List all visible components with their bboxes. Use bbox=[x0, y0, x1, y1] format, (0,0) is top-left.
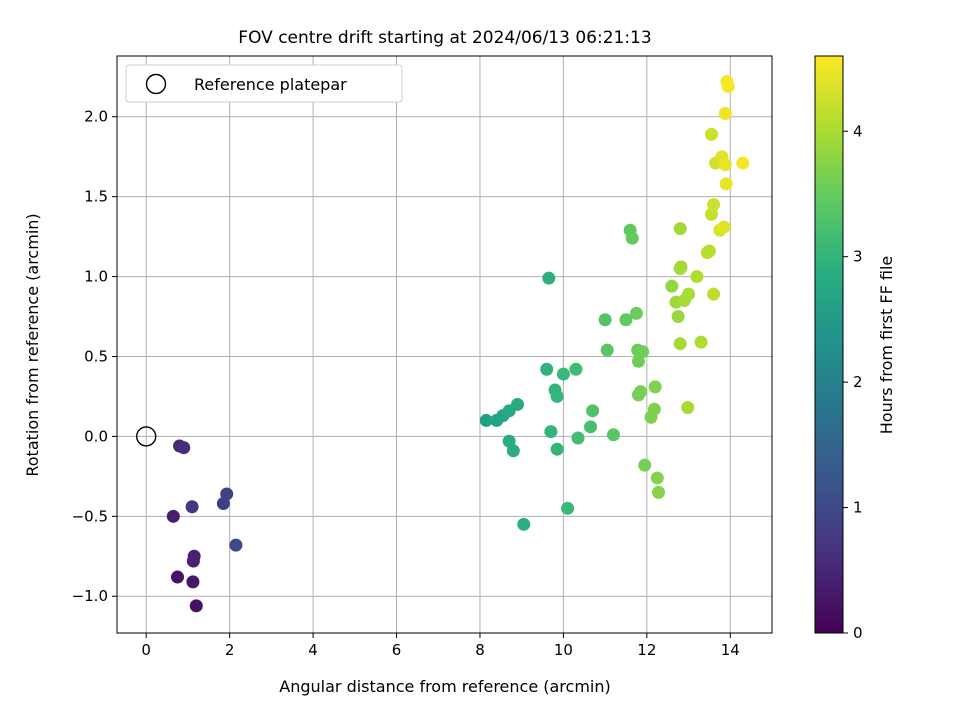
legend-reference-label: Reference platepar bbox=[194, 75, 347, 94]
scatter-point bbox=[673, 337, 687, 351]
scatter-point bbox=[544, 425, 558, 439]
scatter-point bbox=[479, 413, 493, 427]
colorbar-tick-label: 1 bbox=[853, 499, 863, 517]
scatter-point bbox=[220, 487, 234, 501]
x-axis-ticks: 0 2 4 6 8 10 12 14 bbox=[141, 633, 740, 659]
scatter-point bbox=[550, 442, 564, 456]
scatter-point bbox=[721, 79, 735, 93]
y-tick-label: 0.0 bbox=[84, 427, 108, 445]
y-tick-label: 1.5 bbox=[84, 188, 108, 206]
scatter-point bbox=[186, 575, 200, 589]
colorbar-ticks: 0 1 2 3 4 bbox=[843, 122, 863, 642]
plot-area: 0 2 4 6 8 10 12 14 −1.0 −0.5 0.0 0.5 1.0 1.5 2.0 bbox=[72, 55, 773, 659]
scatter-point bbox=[556, 367, 570, 381]
scatter-point bbox=[652, 485, 666, 499]
legend-reference-icon bbox=[145, 73, 167, 95]
scatter-point bbox=[619, 313, 633, 327]
scatter-point bbox=[229, 538, 243, 552]
scatter-point bbox=[598, 313, 612, 327]
scatter-point bbox=[185, 500, 199, 514]
legend-box bbox=[125, 64, 403, 103]
scatter-point bbox=[166, 509, 180, 523]
y-tick-label: 2.0 bbox=[84, 108, 108, 126]
y-axis-ticks: −1.0 −0.5 0.0 0.5 1.0 1.5 2.0 bbox=[72, 108, 117, 605]
y-tick-label: −1.0 bbox=[72, 587, 108, 605]
colorbar-tick-label: 2 bbox=[853, 373, 863, 391]
x-tick-label: 4 bbox=[308, 641, 318, 659]
scatter-point bbox=[671, 310, 685, 324]
scatter-point bbox=[625, 231, 639, 245]
scatter-point bbox=[673, 222, 687, 236]
legend: Reference platepar bbox=[125, 64, 403, 103]
x-tick-label: 2 bbox=[225, 641, 235, 659]
scatter-point bbox=[571, 431, 585, 445]
colorbar-tick-label: 4 bbox=[853, 122, 863, 140]
scatter-point bbox=[638, 458, 652, 472]
scatter-point bbox=[542, 271, 556, 285]
scatter-point bbox=[600, 343, 614, 357]
scatter-point bbox=[170, 570, 184, 584]
scatter-point bbox=[694, 335, 708, 349]
scatter-point bbox=[717, 220, 731, 234]
scatter-point bbox=[702, 244, 716, 258]
chart-title: FOV centre drift starting at 2024/06/13 … bbox=[238, 28, 651, 48]
scatter-point bbox=[650, 471, 664, 485]
x-tick-label: 6 bbox=[392, 641, 402, 659]
data-points bbox=[166, 75, 750, 613]
scatter-point bbox=[705, 127, 719, 141]
colorbar-tick-label: 3 bbox=[853, 248, 863, 266]
scatter-point bbox=[674, 260, 688, 274]
plot-frame bbox=[116, 55, 773, 634]
scatter-point bbox=[647, 402, 661, 416]
scatter-point bbox=[511, 397, 525, 411]
x-tick-label: 10 bbox=[554, 641, 573, 659]
scatter-point bbox=[718, 107, 732, 121]
scatter-point bbox=[707, 287, 721, 301]
scatter-point bbox=[517, 517, 531, 531]
x-tick-label: 12 bbox=[637, 641, 656, 659]
scatter-point bbox=[177, 441, 191, 455]
x-tick-label: 14 bbox=[721, 641, 740, 659]
colorbar-gradient bbox=[814, 55, 844, 634]
scatter-point bbox=[690, 270, 704, 284]
scatter-point bbox=[665, 279, 679, 293]
scatter-point bbox=[540, 362, 554, 376]
scatter-point bbox=[682, 287, 696, 301]
colorbar-label: Hours from first FF file bbox=[877, 256, 896, 435]
y-tick-label: −0.5 bbox=[72, 507, 108, 525]
scatter-point bbox=[561, 501, 575, 515]
scatter-point bbox=[629, 306, 643, 320]
grid bbox=[117, 56, 772, 633]
y-tick-label: 1.0 bbox=[84, 268, 108, 286]
scatter-point bbox=[584, 420, 598, 434]
x-tick-label: 0 bbox=[141, 641, 151, 659]
scatter-point bbox=[736, 156, 750, 170]
x-axis-label: Angular distance from reference (arcmin) bbox=[279, 677, 610, 696]
y-axis-label: Rotation from reference (arcmin) bbox=[23, 213, 42, 476]
scatter-point bbox=[634, 385, 648, 399]
y-tick-label: 0.5 bbox=[84, 347, 108, 365]
x-tick-label: 8 bbox=[475, 641, 485, 659]
scatter-point bbox=[718, 158, 732, 172]
reference-marker bbox=[136, 426, 157, 447]
scatter-point bbox=[707, 198, 721, 212]
scatter-point bbox=[586, 404, 600, 418]
colorbar-tick-label: 0 bbox=[853, 624, 863, 642]
colorbar: 0 1 2 3 4 Hours from first FF file bbox=[814, 55, 896, 642]
scatter-point bbox=[569, 362, 583, 376]
scatter-point bbox=[506, 444, 520, 458]
scatter-point bbox=[550, 389, 564, 403]
scatter-point bbox=[636, 345, 650, 359]
scatter-point bbox=[186, 554, 200, 568]
scatter-point bbox=[648, 380, 662, 394]
scatter-point bbox=[606, 428, 620, 442]
scatter-point bbox=[681, 401, 695, 415]
scatter-point bbox=[189, 599, 203, 613]
scatter-point bbox=[719, 177, 733, 191]
